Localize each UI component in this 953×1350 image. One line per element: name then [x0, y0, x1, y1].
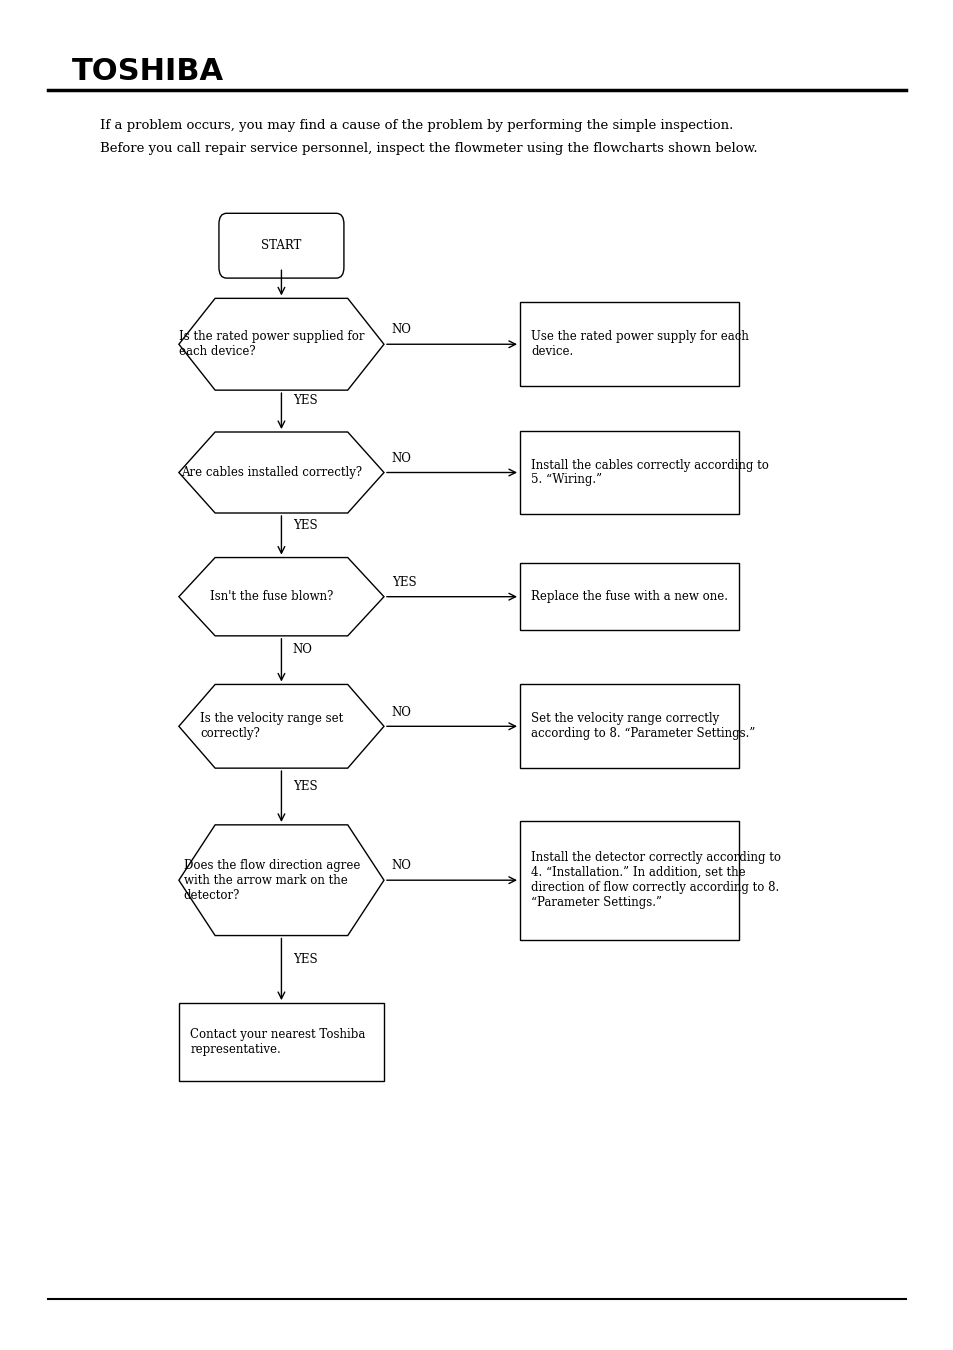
Polygon shape [178, 298, 383, 390]
Text: NO: NO [293, 644, 313, 656]
Text: NO: NO [391, 452, 411, 464]
Text: Use the rated power supply for each
device.: Use the rated power supply for each devi… [531, 331, 748, 358]
Bar [519, 563, 739, 630]
Text: Does the flow direction agree
with the arrow mark on the
detector?: Does the flow direction agree with the a… [184, 859, 359, 902]
Text: YES: YES [293, 518, 317, 532]
Text: Set the velocity range correctly
according to 8. “Parameter Settings.”: Set the velocity range correctly accordi… [531, 713, 755, 740]
Text: Are cables installed correctly?: Are cables installed correctly? [181, 466, 362, 479]
Bar [519, 431, 739, 514]
Text: YES: YES [293, 780, 317, 792]
Text: Isn't the fuse blown?: Isn't the fuse blown? [210, 590, 334, 603]
Text: Before you call repair service personnel, inspect the flowmeter using the flowch: Before you call repair service personnel… [100, 142, 757, 155]
Bar [519, 302, 739, 386]
Text: If a problem occurs, you may find a cause of the problem by performing the simpl: If a problem occurs, you may find a caus… [100, 119, 733, 132]
Text: YES: YES [391, 576, 416, 589]
Text: NO: NO [391, 860, 411, 872]
Text: Contact your nearest Toshiba
representative.: Contact your nearest Toshiba representat… [190, 1029, 365, 1056]
Polygon shape [178, 825, 383, 936]
Text: YES: YES [293, 394, 317, 408]
Text: YES: YES [293, 953, 317, 965]
Text: Install the cables correctly according to
5. “Wiring.”: Install the cables correctly according t… [531, 459, 768, 486]
Text: Is the velocity range set
correctly?: Is the velocity range set correctly? [200, 713, 343, 740]
Text: Replace the fuse with a new one.: Replace the fuse with a new one. [531, 590, 727, 603]
Text: NO: NO [391, 706, 411, 718]
Polygon shape [178, 684, 383, 768]
Text: Is the rated power supplied for
each device?: Is the rated power supplied for each dev… [179, 331, 364, 358]
Text: NO: NO [391, 324, 411, 336]
Polygon shape [178, 558, 383, 636]
Text: Install the detector correctly according to
4. “Installation.” In addition, set : Install the detector correctly according… [531, 852, 781, 909]
Text: TOSHIBA: TOSHIBA [71, 57, 223, 85]
Bar [519, 821, 739, 940]
Bar [178, 1003, 383, 1081]
Bar [519, 684, 739, 768]
FancyBboxPatch shape [218, 213, 343, 278]
Text: START: START [261, 239, 301, 252]
Polygon shape [178, 432, 383, 513]
